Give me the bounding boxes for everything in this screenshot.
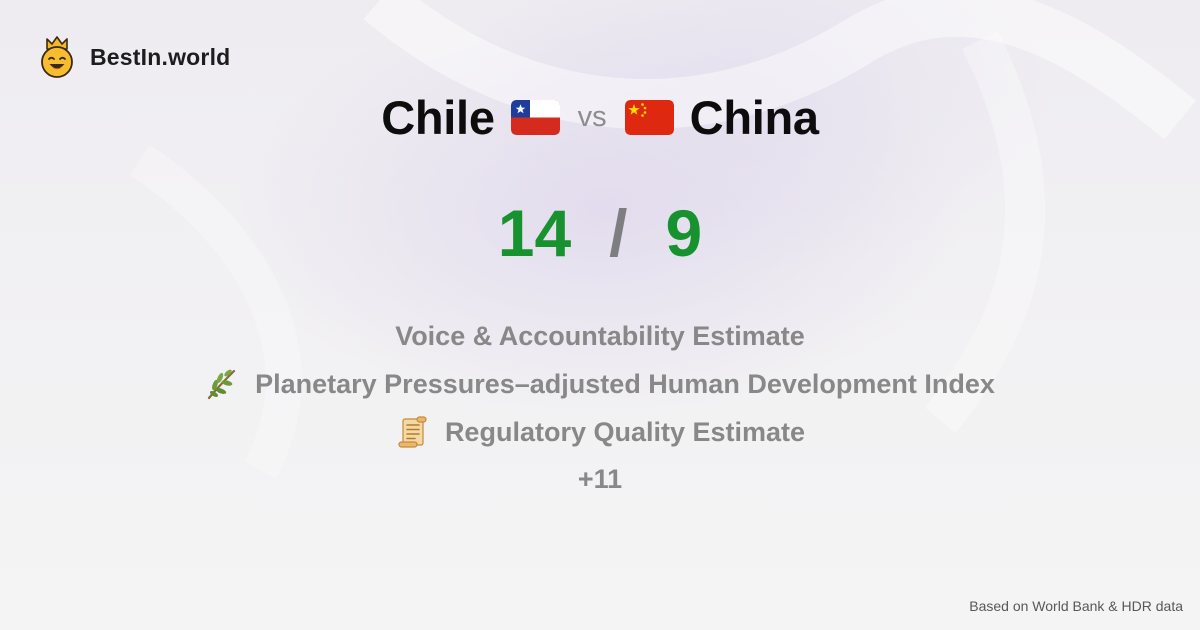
comparison-title: Chile vs China [0,88,1200,146]
metric-item: Voice & Accountability Estimate [395,312,805,360]
scroll-icon [398,416,427,448]
left-country-name: Chile [381,90,495,144]
left-score: 14 [497,196,572,270]
chile-flag-icon [510,99,560,135]
vs-label: vs [577,100,607,133]
metric-list: Voice & Accountability Estimate Planetar… [0,312,1200,502]
china-flag-icon [624,99,674,135]
metric-item: Regulatory Quality Estimate [395,408,805,456]
metric-label: Regulatory Quality Estimate [444,416,806,447]
score-separator: / [609,196,628,270]
metric-item: Planetary Pressures–adjusted Human Devel… [205,360,995,408]
score-display: 14 / 9 [0,190,1200,276]
more-metrics-count: +11 [577,463,623,494]
brand-logo-link[interactable]: BestIn.world [38,36,230,78]
brand-name: BestIn.world [90,43,231,70]
metric-label: Voice & Accountability Estimate [395,320,805,351]
crown-smiley-icon [41,36,73,78]
data-source-note: Based on World Bank & HDR data [969,598,1183,614]
right-country-name: China [689,90,819,144]
olive-branch-icon [208,369,236,400]
metric-label: Planetary Pressures–adjusted Human Devel… [255,368,995,399]
right-score: 9 [665,196,703,270]
